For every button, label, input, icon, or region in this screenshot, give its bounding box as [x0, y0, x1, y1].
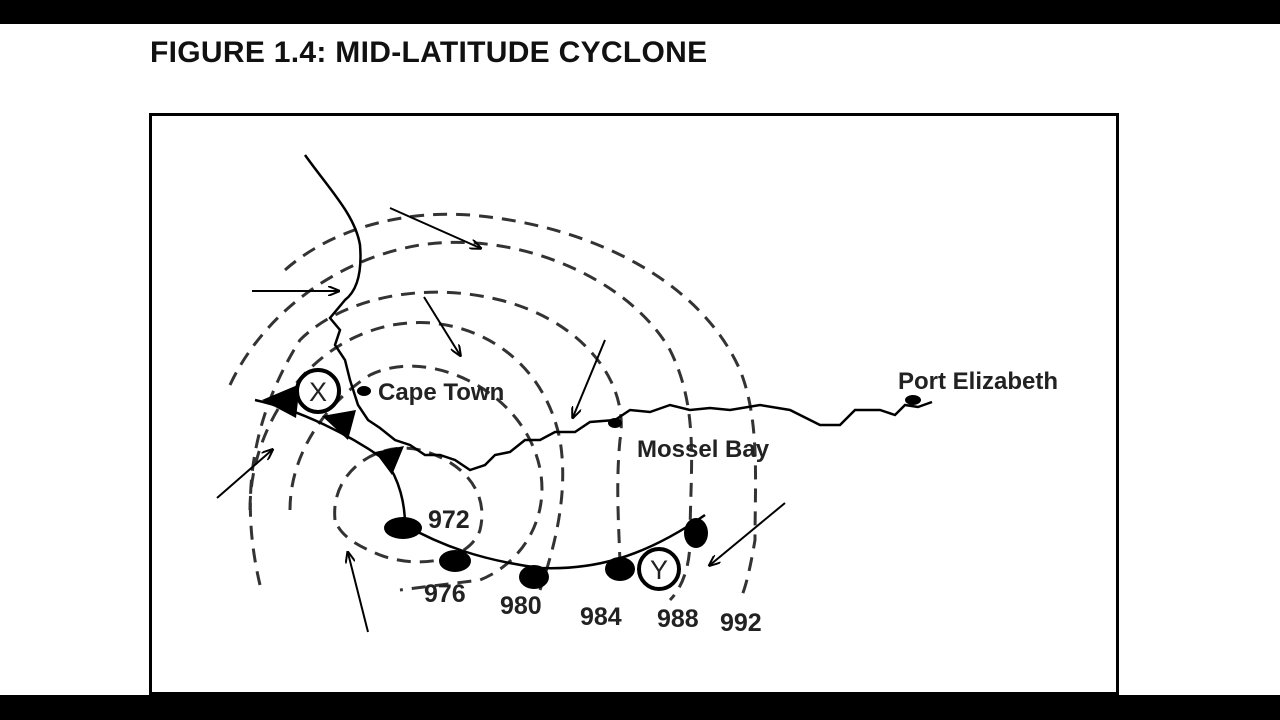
wind-arrow	[573, 339, 606, 417]
wind-arrows	[216, 207, 786, 633]
isobar-label-972: 972	[428, 506, 470, 534]
mossel-bay-dot	[608, 418, 622, 428]
isobar-976	[288, 364, 544, 592]
isobar-984	[248, 290, 623, 586]
cold-front	[254, 384, 407, 526]
point-x-circle	[295, 368, 341, 414]
bottom-letterbox	[0, 695, 1280, 720]
port-elizabeth-dot	[905, 395, 921, 405]
isobar-label-984: 984	[580, 603, 622, 631]
wind-arrow	[389, 207, 480, 248]
isobar-980	[248, 321, 565, 591]
label-mossel-bay: Mossel Bay	[637, 436, 770, 463]
top-letterbox	[0, 0, 1280, 24]
isobar-label-988: 988	[657, 605, 699, 633]
wind-arrow	[348, 553, 369, 633]
label-y: Y	[650, 555, 668, 585]
wind-arrow	[710, 502, 786, 565]
diagram-frame	[149, 113, 1119, 695]
label-x: X	[309, 377, 327, 407]
label-cape-town: Cape Town	[378, 379, 504, 406]
isobar-label-980: 980	[500, 592, 542, 620]
isobar-992	[284, 212, 758, 601]
wind-arrow	[216, 450, 272, 499]
coastline	[303, 154, 933, 472]
isobar-972	[333, 446, 484, 564]
point-y-circle	[637, 547, 681, 591]
wind-arrow	[423, 296, 460, 355]
warm-front	[384, 513, 708, 589]
cape-town-dot	[357, 386, 371, 396]
isobar-label-992: 992	[720, 609, 762, 637]
label-port-elizabeth: Port Elizabeth	[898, 368, 1058, 395]
isobar-label-976: 976	[424, 580, 466, 608]
figure-title: FIGURE 1.4: MID-LATITUDE CYCLONE	[150, 36, 708, 69]
